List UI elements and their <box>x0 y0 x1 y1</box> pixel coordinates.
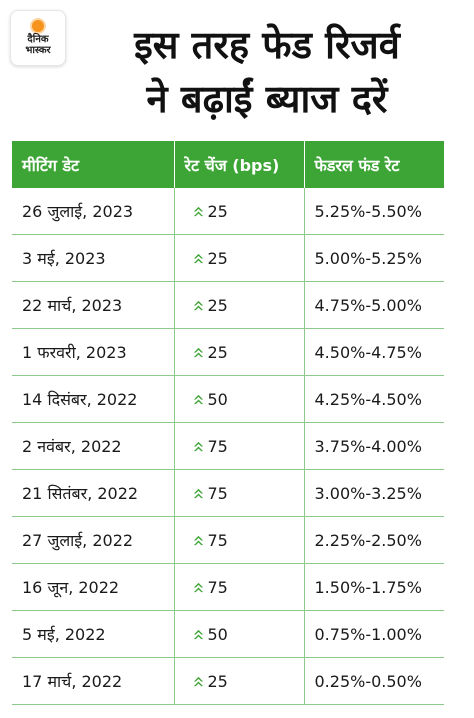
meeting-date-cell: 5 मई, 2022 <box>12 610 175 658</box>
dainik-bhaskar-logo: दैनिक भास्कर <box>10 10 66 66</box>
rate-change-value: 25 <box>207 249 228 268</box>
table-row: 21 सितंबर, 2022 75 3.00%-3.25% <box>12 469 444 517</box>
rate-change-cell: 25 <box>174 328 305 376</box>
header-meeting-date: मीटिंग डेट <box>12 141 175 188</box>
double-chevron-up-icon <box>193 253 203 264</box>
rate-change-value: 25 <box>207 296 228 315</box>
double-chevron-up-icon <box>193 441 203 452</box>
rate-change-cell: 25 <box>174 234 305 282</box>
meeting-date-cell: 2 नवंबर, 2022 <box>12 422 175 470</box>
table-row: 26 जुलाई, 2023 25 5.25%-5.50% <box>12 188 444 235</box>
table-row: 3 मई, 2023 25 5.00%-5.25% <box>12 234 444 282</box>
title-line1: इस तरह फेड रिजर्व <box>134 23 400 67</box>
table-header-row: मीटिंग डेट रेट चेंज (bps) फेडरल फंड रेट <box>12 141 444 188</box>
table-row: 1 फरवरी, 2023 25 4.50%-4.75% <box>12 328 444 376</box>
fed-funds-rate-cell: 0.75%-1.00% <box>304 610 444 658</box>
sun-icon <box>32 20 44 32</box>
title-line2: ने बढ़ाईं ब्याज दरें <box>146 77 388 121</box>
rate-change-value: 25 <box>207 202 228 221</box>
rate-change-value: 25 <box>207 343 228 362</box>
fed-funds-rate-cell: 4.75%-5.00% <box>304 281 444 329</box>
meeting-date-cell: 1 फरवरी, 2023 <box>12 328 175 376</box>
fed-funds-rate-cell: 5.25%-5.50% <box>304 188 444 235</box>
double-chevron-up-icon <box>193 676 203 687</box>
rate-change-cell: 75 <box>174 516 305 564</box>
rate-hike-table: मीटिंग डेट रेट चेंज (bps) फेडरल फंड रेट … <box>12 141 444 705</box>
rate-change-value: 50 <box>207 625 228 644</box>
rate-change-value: 50 <box>207 390 228 409</box>
meeting-date-cell: 16 जून, 2022 <box>12 563 175 611</box>
rate-change-cell: 75 <box>174 422 305 470</box>
header-rate-change: रेट चेंज (bps) <box>174 141 305 188</box>
table-row: 5 मई, 2022 50 0.75%-1.00% <box>12 610 444 658</box>
double-chevron-up-icon <box>193 206 203 217</box>
meeting-date-cell: 27 जुलाई, 2022 <box>12 516 175 564</box>
fed-funds-rate-cell: 4.50%-4.75% <box>304 328 444 376</box>
fed-funds-rate-cell: 4.25%-4.50% <box>304 375 444 423</box>
meeting-date-cell: 21 सितंबर, 2022 <box>12 469 175 517</box>
fed-funds-rate-cell: 2.25%-2.50% <box>304 516 444 564</box>
table-row: 16 जून, 2022 75 1.50%-1.75% <box>12 563 444 611</box>
rate-change-cell: 25 <box>174 188 305 235</box>
header-fed-funds-rate: फेडरल फंड रेट <box>304 141 444 188</box>
double-chevron-up-icon <box>193 347 203 358</box>
table-row: 27 जुलाई, 2022 75 2.25%-2.50% <box>12 516 444 564</box>
meeting-date-cell: 14 दिसंबर, 2022 <box>12 375 175 423</box>
table-row: 17 मार्च, 2022 25 0.25%-0.50% <box>12 657 444 705</box>
table-row: 14 दिसंबर, 2022 50 4.25%-4.50% <box>12 375 444 423</box>
logo-line1: दैनिक <box>27 34 49 45</box>
double-chevron-up-icon <box>193 300 203 311</box>
double-chevron-up-icon <box>193 582 203 593</box>
rate-change-value: 75 <box>207 578 228 597</box>
fed-funds-rate-cell: 0.25%-0.50% <box>304 657 444 705</box>
fed-funds-rate-cell: 3.00%-3.25% <box>304 469 444 517</box>
double-chevron-up-icon <box>193 629 203 640</box>
meeting-date-cell: 17 मार्च, 2022 <box>12 657 175 705</box>
double-chevron-up-icon <box>193 535 203 546</box>
rate-change-value: 75 <box>207 531 228 550</box>
rate-change-cell: 75 <box>174 563 305 611</box>
meeting-date-cell: 26 जुलाई, 2023 <box>12 188 175 235</box>
table-row: 2 नवंबर, 2022 75 3.75%-4.00% <box>12 422 444 470</box>
rate-change-value: 75 <box>207 484 228 503</box>
fed-funds-rate-cell: 1.50%-1.75% <box>304 563 444 611</box>
fed-funds-rate-cell: 3.75%-4.00% <box>304 422 444 470</box>
page-title: इस तरह फेड रिजर्व ने बढ़ाईं ब्याज दरें <box>70 18 464 126</box>
rate-change-cell: 50 <box>174 375 305 423</box>
double-chevron-up-icon <box>193 488 203 499</box>
rate-change-cell: 25 <box>174 657 305 705</box>
fed-funds-rate-cell: 5.00%-5.25% <box>304 234 444 282</box>
rate-change-value: 75 <box>207 437 228 456</box>
double-chevron-up-icon <box>193 394 203 405</box>
meeting-date-cell: 3 मई, 2023 <box>12 234 175 282</box>
rate-change-cell: 50 <box>174 610 305 658</box>
rate-change-cell: 75 <box>174 469 305 517</box>
table-row: 22 मार्च, 2023 25 4.75%-5.00% <box>12 281 444 329</box>
meeting-date-cell: 22 मार्च, 2023 <box>12 281 175 329</box>
rate-change-value: 25 <box>207 672 228 691</box>
logo-line2: भास्कर <box>25 45 51 56</box>
rate-change-cell: 25 <box>174 281 305 329</box>
